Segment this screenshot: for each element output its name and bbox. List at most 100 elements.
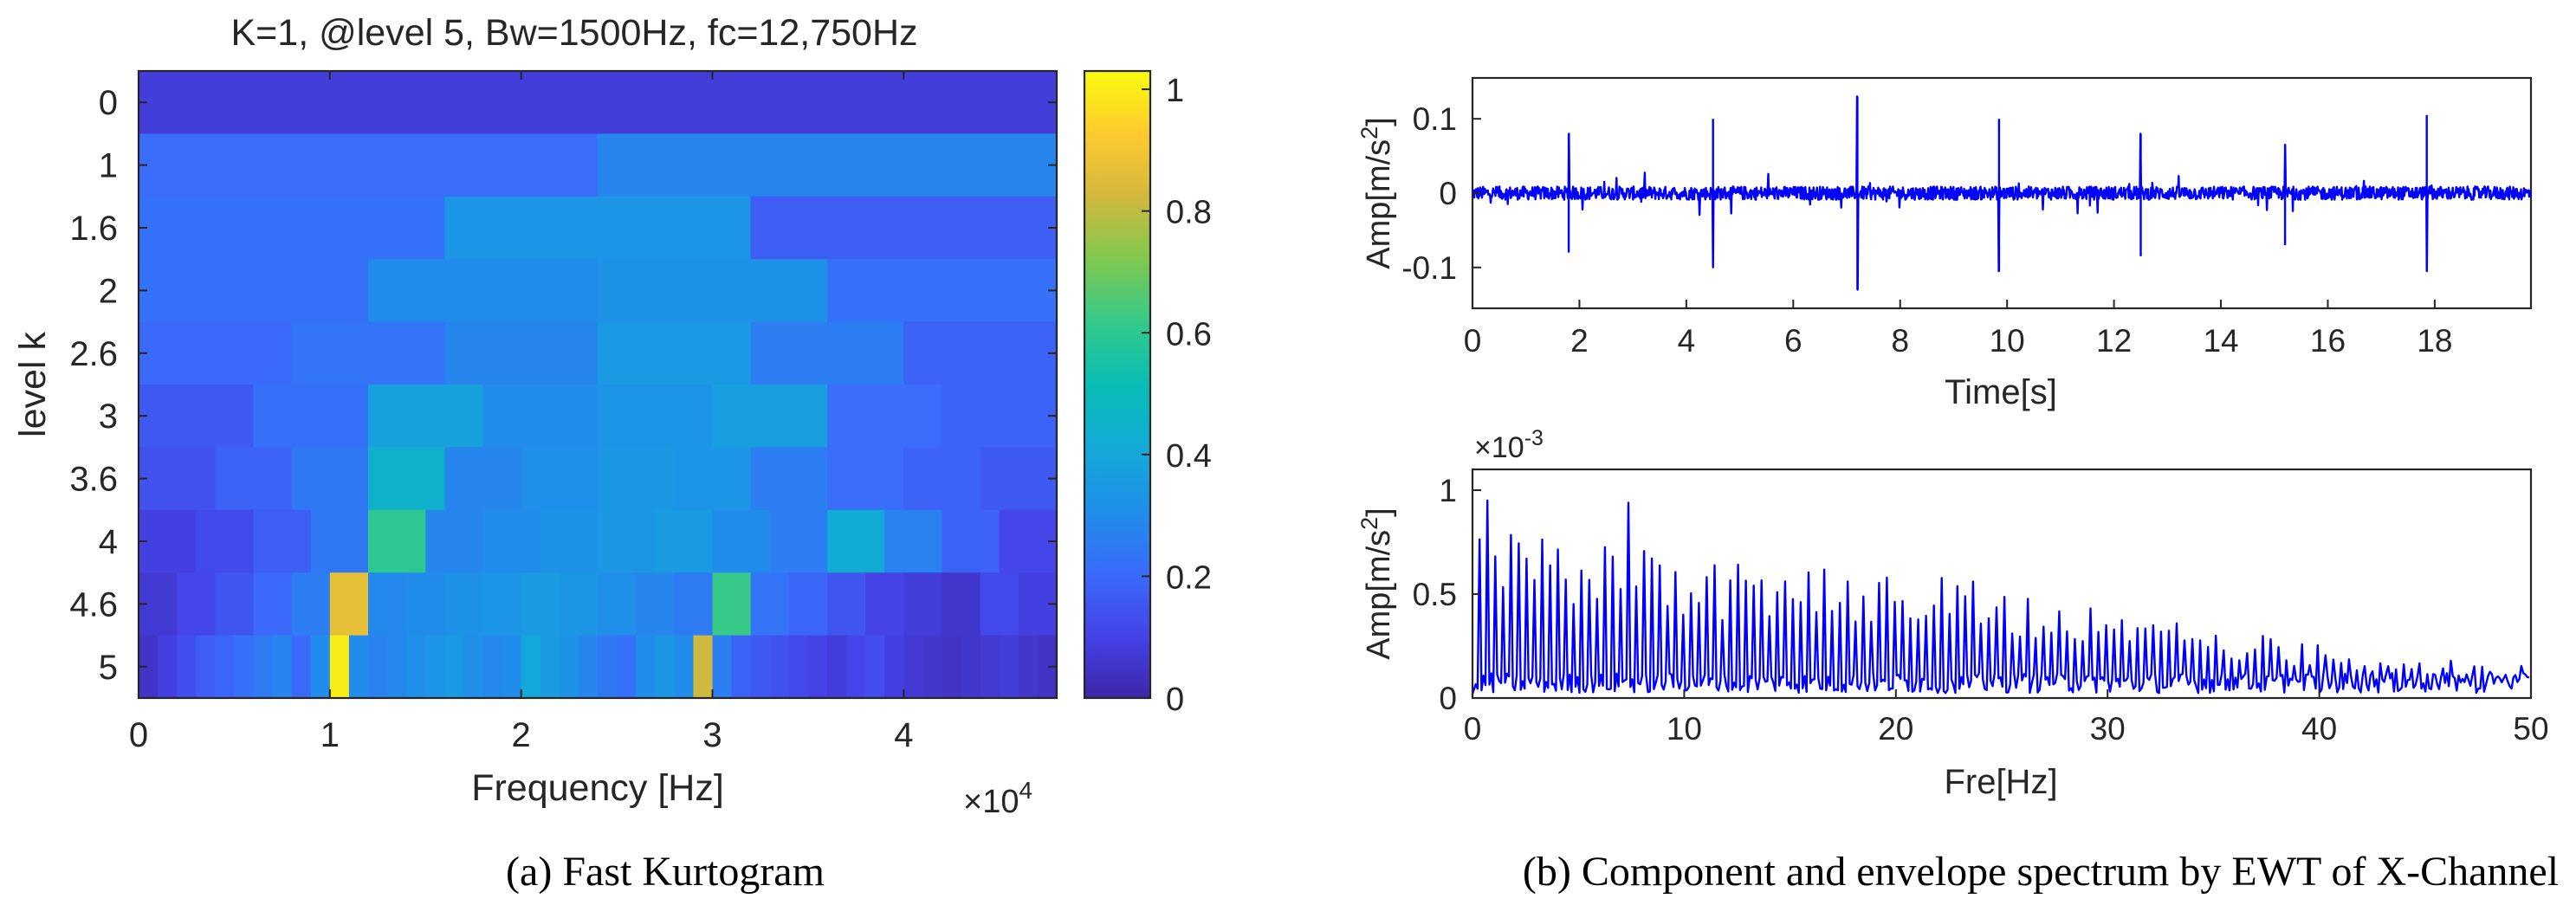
kurtogram-cell	[788, 572, 828, 637]
kurtogram-cell	[253, 509, 312, 573]
kurtogram-cell	[329, 572, 369, 637]
kurtogram-cell	[578, 635, 599, 699]
kurtogram-y-tick-label: 4.6	[69, 585, 118, 624]
kurtogram-cell	[827, 572, 866, 637]
kurtogram-cell	[827, 259, 1058, 323]
kurtogram-cell	[693, 635, 714, 699]
kurtogram-cell	[444, 572, 484, 637]
kurtogram-cell	[368, 509, 426, 573]
kurtogram-cell	[196, 509, 255, 573]
kurtogram-cell	[139, 447, 216, 511]
kurtogram-y-tick-label: 2.6	[69, 335, 118, 373]
kurtogram-cell	[942, 635, 962, 699]
kurtogram-cell	[368, 447, 445, 511]
kurtogram-cell	[139, 259, 369, 323]
component-x-tick-label: 10	[1990, 323, 2025, 359]
kurtogram-cell	[598, 259, 828, 323]
kurtogram-cell	[980, 447, 1058, 511]
kurtogram-cell	[253, 385, 369, 448]
caption-b: (b) Component and envelope spectrum by E…	[1523, 849, 2559, 895]
kurtogram-cell	[234, 635, 255, 699]
kurtogram-cell	[712, 509, 771, 573]
kurtogram-cell	[712, 572, 752, 637]
kurtogram-cell	[903, 447, 981, 511]
envelope-x-tick-label: 0	[1464, 711, 1482, 747]
kurtogram-cell	[139, 509, 197, 573]
kurtogram-cell	[750, 196, 1058, 260]
kurtogram-cell	[406, 572, 445, 637]
kurtogram-cell	[196, 635, 216, 699]
kurtogram-cell	[903, 635, 924, 699]
kurtogram-cell	[750, 572, 790, 637]
kurtogram-cell	[559, 635, 579, 699]
kurtogram-cell	[540, 635, 560, 699]
kurtogram-cell	[788, 635, 809, 699]
kurtogram-cell	[922, 635, 943, 699]
kurtogram-x-tick-label: 1	[320, 716, 340, 754]
component-x-tick-label: 4	[1678, 323, 1696, 359]
kurtogram-y-ticks: 0 1 1.6 2 2.6 3 3.6 4 4.6 5	[69, 84, 1057, 687]
kurtogram-axes-box	[137, 69, 1058, 700]
kurtogram-cell	[750, 321, 904, 385]
component-ylabel: Amp[m/s2]	[1356, 117, 1397, 269]
kurtogram-cell	[559, 572, 599, 637]
kurtogram-cell	[865, 635, 885, 699]
kurtogram-cell	[272, 635, 293, 699]
kurtogram-cell	[139, 385, 255, 448]
kurtogram-cell	[444, 635, 465, 699]
envelope-x-tick-label: 20	[1878, 711, 1913, 747]
kurtogram-x-tick-label: 3	[702, 716, 722, 754]
kurtogram-cell	[463, 635, 484, 699]
kurtogram-y-tick-label: 5	[99, 649, 118, 687]
kurtogram-cell	[769, 509, 828, 573]
kurtogram-cell	[387, 635, 407, 699]
component-y-tick-label: 0	[1439, 176, 1457, 211]
envelope-axes-box	[1471, 468, 2533, 700]
kurtogram-cell	[674, 635, 695, 699]
kurtogram-cell	[177, 635, 197, 699]
envelope-x-tick-label: 40	[2301, 711, 2337, 747]
kurtogram-cell	[674, 572, 714, 637]
colorbar-tick-label: 0	[1166, 682, 1184, 718]
colorbar-tick-label: 1	[1166, 73, 1184, 109]
kurtogram-cell	[598, 133, 1058, 197]
component-y-tick-label: -0.1	[1401, 250, 1457, 286]
kurtogram-cell	[139, 196, 445, 260]
kurtogram-cell	[521, 447, 599, 511]
component-x-tick-label: 16	[2310, 323, 2346, 359]
kurtogram-cell	[598, 509, 656, 573]
kurtogram-y-tick-label: 0	[99, 84, 118, 122]
kurtogram-cell	[750, 635, 771, 699]
kurtogram-cell	[598, 447, 675, 511]
kurtogram-title: K=1, @level 5, Bw=1500Hz, fc=12,750Hz	[230, 12, 917, 54]
envelope-y-tick-label: 0.5	[1413, 577, 1457, 612]
kurtogram-cell	[750, 447, 828, 511]
colorbar-tick-label: 0.4	[1166, 438, 1212, 475]
kurtogram-cell	[827, 635, 847, 699]
kurtogram-cell	[999, 509, 1058, 573]
component-x-ticks: 0 2 4 6 8 10 12 14 16 18	[1464, 300, 2452, 359]
kurtogram-cell	[177, 572, 216, 637]
kurtogram-cell	[291, 321, 445, 385]
kurtogram-cell	[425, 635, 445, 699]
envelope-y-ticks: 10.50	[1413, 473, 1481, 716]
kurtogram-cell	[215, 635, 236, 699]
kurtogram-y-tick-label: 2	[99, 272, 118, 310]
kurtogram-cell	[139, 133, 599, 197]
kurtogram-cell	[655, 509, 714, 573]
envelope-xlabel: Fre[Hz]	[1944, 763, 2057, 801]
kurtogram-cell	[368, 572, 407, 637]
kurtogram-cell	[827, 509, 885, 573]
kurtogram-cell	[636, 572, 675, 637]
kurtogram-cell	[406, 635, 426, 699]
kurtogram-cell	[310, 635, 331, 699]
kurtogram-cell	[731, 635, 752, 699]
kurtogram-cell	[158, 635, 178, 699]
kurtogram-cell	[865, 572, 904, 637]
kurtogram-cell	[521, 635, 541, 699]
component-xlabel: Time[s]	[1945, 373, 2057, 411]
colorbar-ticks: 0 0.2 0.4 0.6 0.8 1	[1142, 73, 1212, 718]
kurtogram-cell	[482, 509, 541, 573]
kurtogram-cell	[291, 635, 312, 699]
kurtogram-cell	[636, 635, 656, 699]
